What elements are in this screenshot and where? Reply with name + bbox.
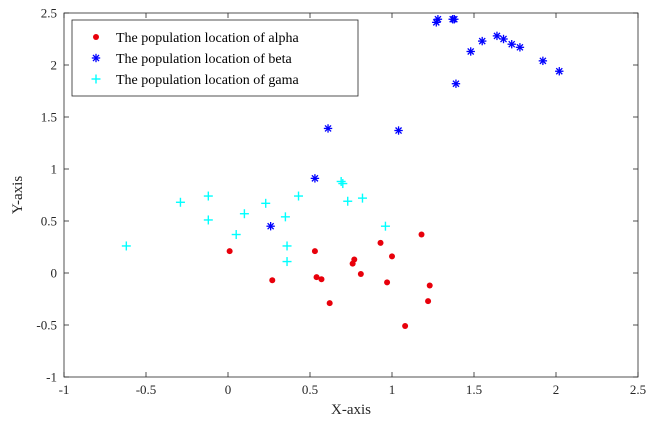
data-point [323, 124, 333, 133]
data-point [555, 67, 564, 76]
data-point [261, 198, 271, 208]
data-point [384, 279, 391, 286]
data-point [269, 277, 276, 284]
data-point [478, 36, 487, 46]
y-tick-label: -0.5 [36, 318, 57, 333]
y-tick-label: 0.5 [41, 214, 57, 229]
y-tick-label: 2 [51, 58, 58, 73]
data-point [310, 174, 320, 183]
data-point [239, 209, 249, 219]
data-point [389, 253, 395, 260]
x-tick-label: -0.5 [136, 382, 157, 397]
data-point [402, 323, 409, 330]
series-3 [121, 176, 390, 267]
data-point [226, 248, 233, 255]
data-point [380, 221, 390, 231]
data-point [311, 248, 318, 255]
data-point [492, 31, 502, 41]
legend-entry: The population location of gama [116, 73, 300, 88]
data-point [425, 298, 432, 305]
data-point [351, 256, 358, 263]
y-tick-label: 1.5 [41, 110, 57, 125]
y-tick-label: 0 [51, 266, 58, 281]
legend-box [71, 19, 359, 97]
x-tick-label: 0 [225, 382, 232, 397]
x-tick-label: 2 [553, 382, 560, 397]
y-tick-label: 2.5 [41, 6, 57, 21]
series-1 [226, 231, 433, 330]
legend-entry: The population location of beta [116, 52, 293, 67]
series-2 [266, 15, 564, 231]
data-point [394, 126, 403, 135]
data-point [266, 222, 275, 231]
x-tick-label: 0.5 [302, 382, 318, 397]
data-point [282, 241, 292, 251]
data-point [466, 47, 475, 56]
data-point [357, 271, 364, 278]
legend-entry: The population location of alpha [116, 31, 300, 46]
x-tick-label: 1 [389, 382, 396, 397]
data-point [326, 300, 333, 307]
legend: The population location of alpha The popu… [71, 19, 359, 97]
axis-ticks: -1 -0.5 0 0.5 1 1.5 2 2.5 -1 -0.5 0 0.5 1 1.5 2 2.5 [36, 6, 646, 398]
data-point [433, 15, 443, 24]
data-point [318, 276, 325, 283]
y-axis-label: Y-axis [10, 176, 26, 214]
data-point [313, 274, 320, 281]
x-tick-label: -1 [59, 382, 70, 397]
data-point [338, 179, 348, 189]
data-point [203, 191, 213, 201]
y-tick-label: 1 [51, 162, 58, 177]
x-tick-label: 2.5 [630, 382, 646, 397]
data-point [377, 239, 384, 246]
plot-frame [63, 12, 639, 378]
x-axis-label: X-axis [331, 402, 371, 418]
data-point [231, 230, 241, 240]
data-point [418, 231, 425, 238]
x-tick-label: 1.5 [466, 382, 482, 397]
data-point [451, 79, 461, 88]
legend-marker [91, 53, 101, 63]
legend-marker [91, 74, 101, 84]
data-point [175, 197, 185, 207]
data-points [121, 15, 564, 330]
data-point [538, 56, 548, 66]
data-point [280, 212, 290, 222]
data-point [343, 196, 353, 206]
data-point [515, 43, 525, 52]
data-point [121, 241, 131, 251]
data-point [499, 34, 508, 44]
data-point [294, 191, 304, 201]
data-point [507, 40, 516, 49]
data-point [282, 257, 292, 267]
y-tick-label: -1 [46, 370, 57, 385]
data-point [336, 176, 346, 186]
data-point [203, 215, 213, 225]
legend-marker [93, 34, 99, 40]
data-point [450, 15, 459, 24]
data-point [426, 282, 433, 289]
data-point [357, 193, 367, 203]
